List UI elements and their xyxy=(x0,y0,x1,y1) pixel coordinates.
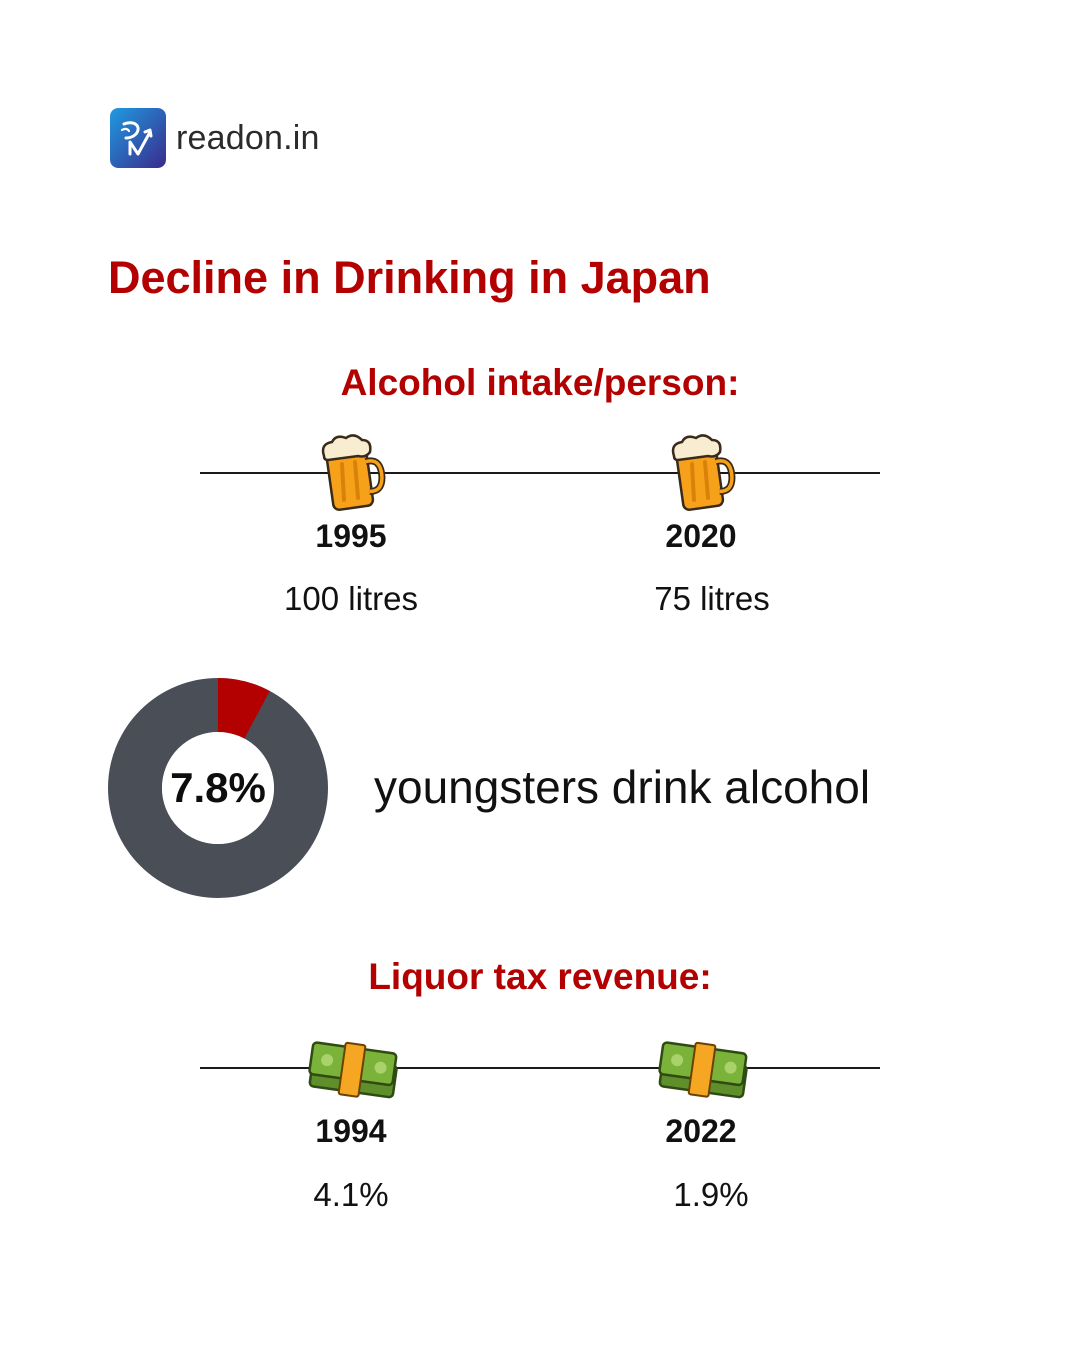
beer-mug-icon xyxy=(652,434,752,514)
beer-mug-icon xyxy=(302,434,402,514)
alcohol-section-heading: Alcohol intake/person: xyxy=(340,362,740,403)
alcohol-timeline xyxy=(200,472,880,474)
tax-year-2: 2022 xyxy=(665,1113,737,1149)
tax-timeline xyxy=(200,1067,880,1069)
youth-donut-chart: 7.8% xyxy=(108,678,328,898)
brand[interactable]: readon.in xyxy=(110,108,320,168)
donut-highlight-segment xyxy=(218,678,270,739)
tax-section-heading: Liquor tax revenue: xyxy=(368,956,712,997)
money-stack-icon xyxy=(654,1030,754,1110)
tax-value-1: 4.1% xyxy=(313,1176,389,1213)
donut-percent-label: 7.8% xyxy=(170,764,266,811)
money-stack-icon xyxy=(304,1030,404,1110)
alcohol-year-2: 2020 xyxy=(665,518,737,554)
tax-value-2: 1.9% xyxy=(673,1176,749,1213)
donut-caption: youngsters drink alcohol xyxy=(374,761,871,813)
brand-name: readon.in xyxy=(176,118,320,157)
page-title: Decline in Drinking in Japan xyxy=(108,252,711,303)
readon-logo-icon xyxy=(110,108,166,168)
alcohol-value-1: 100 litres xyxy=(284,580,418,617)
alcohol-value-2: 75 litres xyxy=(654,580,770,617)
alcohol-year-1: 1995 xyxy=(315,518,387,554)
tax-year-1: 1994 xyxy=(315,1113,387,1149)
